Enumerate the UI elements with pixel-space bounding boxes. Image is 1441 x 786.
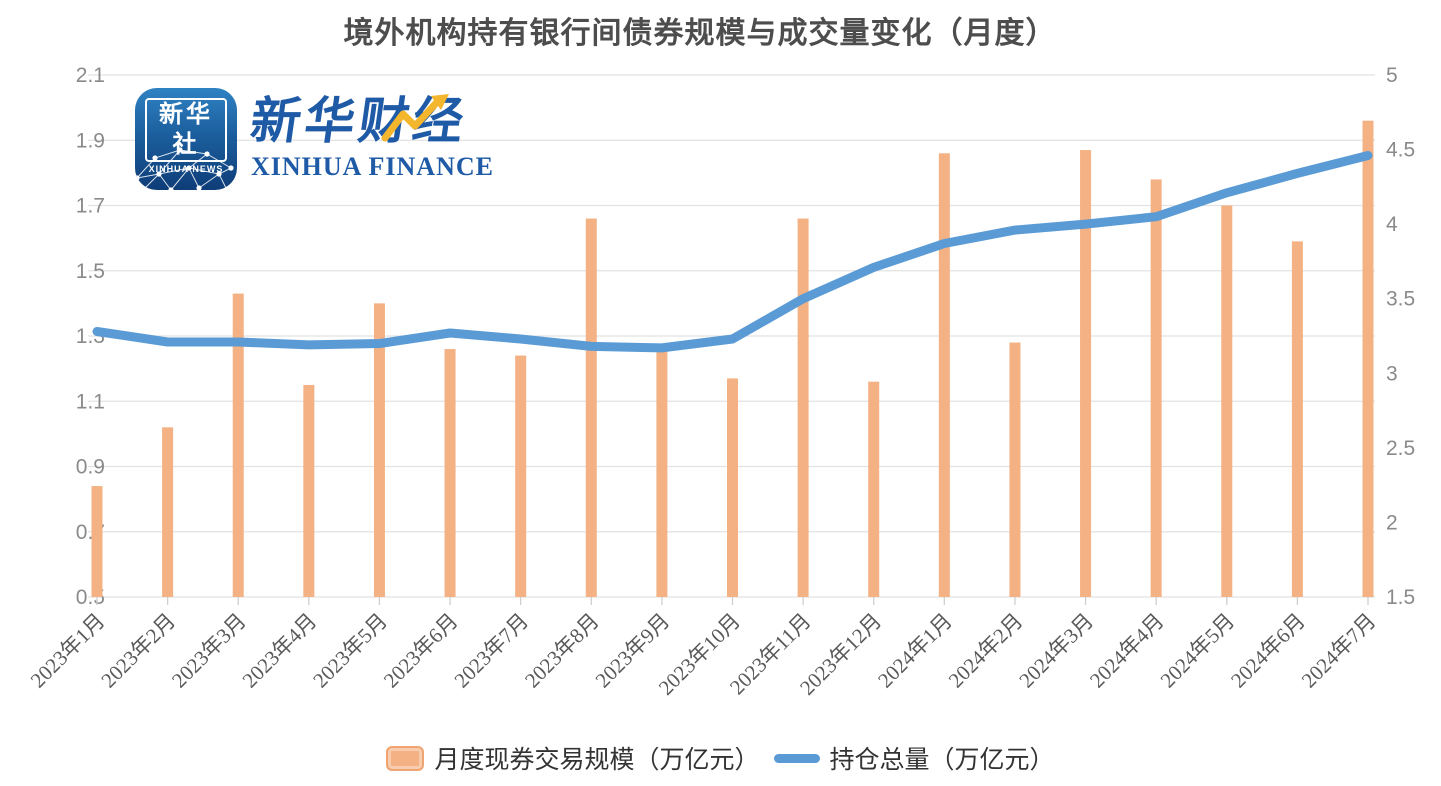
bar-2024年5月	[1221, 205, 1233, 597]
x-axis-category-label: 2023年6月	[379, 609, 463, 693]
right-axis-tick-label: 2	[1386, 511, 1398, 534]
bar-series-label: 月度现券交易规模（万亿元）	[434, 747, 760, 774]
bar-2024年4月	[1150, 179, 1162, 597]
xinhua-news-app-icon: 新华社 XINHUA NEWS	[135, 88, 237, 190]
left-axis-tick-label: 1.1	[76, 390, 105, 413]
bar-2023年5月	[373, 303, 385, 597]
x-axis-category-label: 2024年6月	[1226, 609, 1310, 693]
xinhua-finance-wordmark: 新华财经 XINHUA FINANCE	[247, 88, 494, 182]
bar-2024年2月	[1009, 342, 1021, 597]
chart-legend: 月度现券交易规模（万亿元） 持仓总量（万亿元）	[0, 740, 1441, 776]
bar-2024年1月	[938, 153, 950, 598]
legend-item-line-series: 持仓总量（万亿元）	[773, 740, 1055, 776]
gold-trend-arrow-icon	[381, 94, 449, 142]
x-axis-category-label: 2024年4月	[1085, 609, 1169, 693]
bar-2023年10月	[727, 378, 738, 597]
xinhua-news-cn-label: 新华社	[145, 98, 227, 162]
x-axis-category-label: 2024年3月	[1014, 609, 1098, 693]
x-axis-category-label: 2023年8月	[520, 609, 604, 693]
left-axis-tick-label: 2.1	[76, 64, 105, 87]
bar-2023年3月	[232, 293, 244, 597]
bar-2023年8月	[585, 218, 597, 598]
bar-2024年7月	[1362, 120, 1374, 598]
bar-2024年3月	[1080, 150, 1092, 597]
left-axis-tick-label: 1.5	[76, 260, 105, 283]
bar-series	[91, 120, 1374, 598]
constellation-mesh-icon	[135, 147, 234, 190]
right-axis-tick-label: 4	[1386, 213, 1398, 236]
left-axis-tick-label: 1.7	[76, 195, 105, 218]
xinhua-finance-logo: 新华社 XINHUA NEWS	[135, 88, 494, 190]
bar-2023年6月	[444, 349, 456, 597]
legend-item-bar-series: 月度现券交易规模（万亿元）	[386, 740, 760, 776]
right-axis-tick-label: 5	[1386, 64, 1398, 87]
x-axis-category-label: 2024年2月	[944, 609, 1028, 693]
left-axis-tick-label: 1.9	[76, 129, 105, 152]
bar-2023年11月	[797, 218, 809, 598]
x-axis-category-label: 2024年1月	[873, 609, 957, 693]
bar-2023年7月	[515, 355, 527, 597]
x-axis-category-label: 2023年2月	[96, 609, 180, 693]
line-series-label: 持仓总量（万亿元）	[829, 747, 1055, 774]
x-axis-category-label: 2024年7月	[1297, 609, 1381, 693]
bar-2023年1月	[91, 486, 103, 597]
right-axis-labels: 5 4.5 4 3.5 3 2.5 2 1.5	[1386, 64, 1415, 609]
bar-2023年4月	[303, 384, 315, 597]
x-axis-category-label: 2023年1月	[26, 609, 110, 693]
x-axis-category-label: 2023年3月	[167, 609, 251, 693]
line-series-swatch-icon	[773, 753, 820, 763]
holdings-line	[92, 151, 1373, 353]
right-axis-tick-label: 1.5	[1386, 586, 1415, 609]
xinhua-finance-en-label: XINHUA FINANCE	[251, 152, 494, 181]
x-axis-category-label: 2023年5月	[308, 609, 392, 693]
x-axis-category-label: 2024年5月	[1156, 609, 1240, 693]
x-axis-category-label: 2023年7月	[449, 609, 533, 693]
left-axis-tick-label: 0.9	[76, 456, 105, 479]
bar-2023年9月	[656, 349, 668, 597]
right-axis-tick-label: 2.5	[1386, 437, 1415, 460]
bar-2024年6月	[1291, 241, 1303, 597]
right-axis-tick-label: 3.5	[1386, 288, 1415, 311]
bar-2023年2月	[162, 427, 174, 597]
x-axis: 2023年1月2023年2月2023年3月2023年4月2023年5月2023年…	[26, 597, 1381, 700]
bar-series-swatch-icon	[386, 745, 425, 771]
bar-2023年12月	[868, 381, 880, 597]
right-axis-tick-label: 4.5	[1386, 139, 1415, 162]
x-axis-category-label: 2023年4月	[238, 609, 322, 693]
chart-title: 境外机构持有银行间债券规模与成交量变化（月度）	[343, 17, 1057, 50]
right-axis-tick-label: 3	[1386, 362, 1398, 385]
